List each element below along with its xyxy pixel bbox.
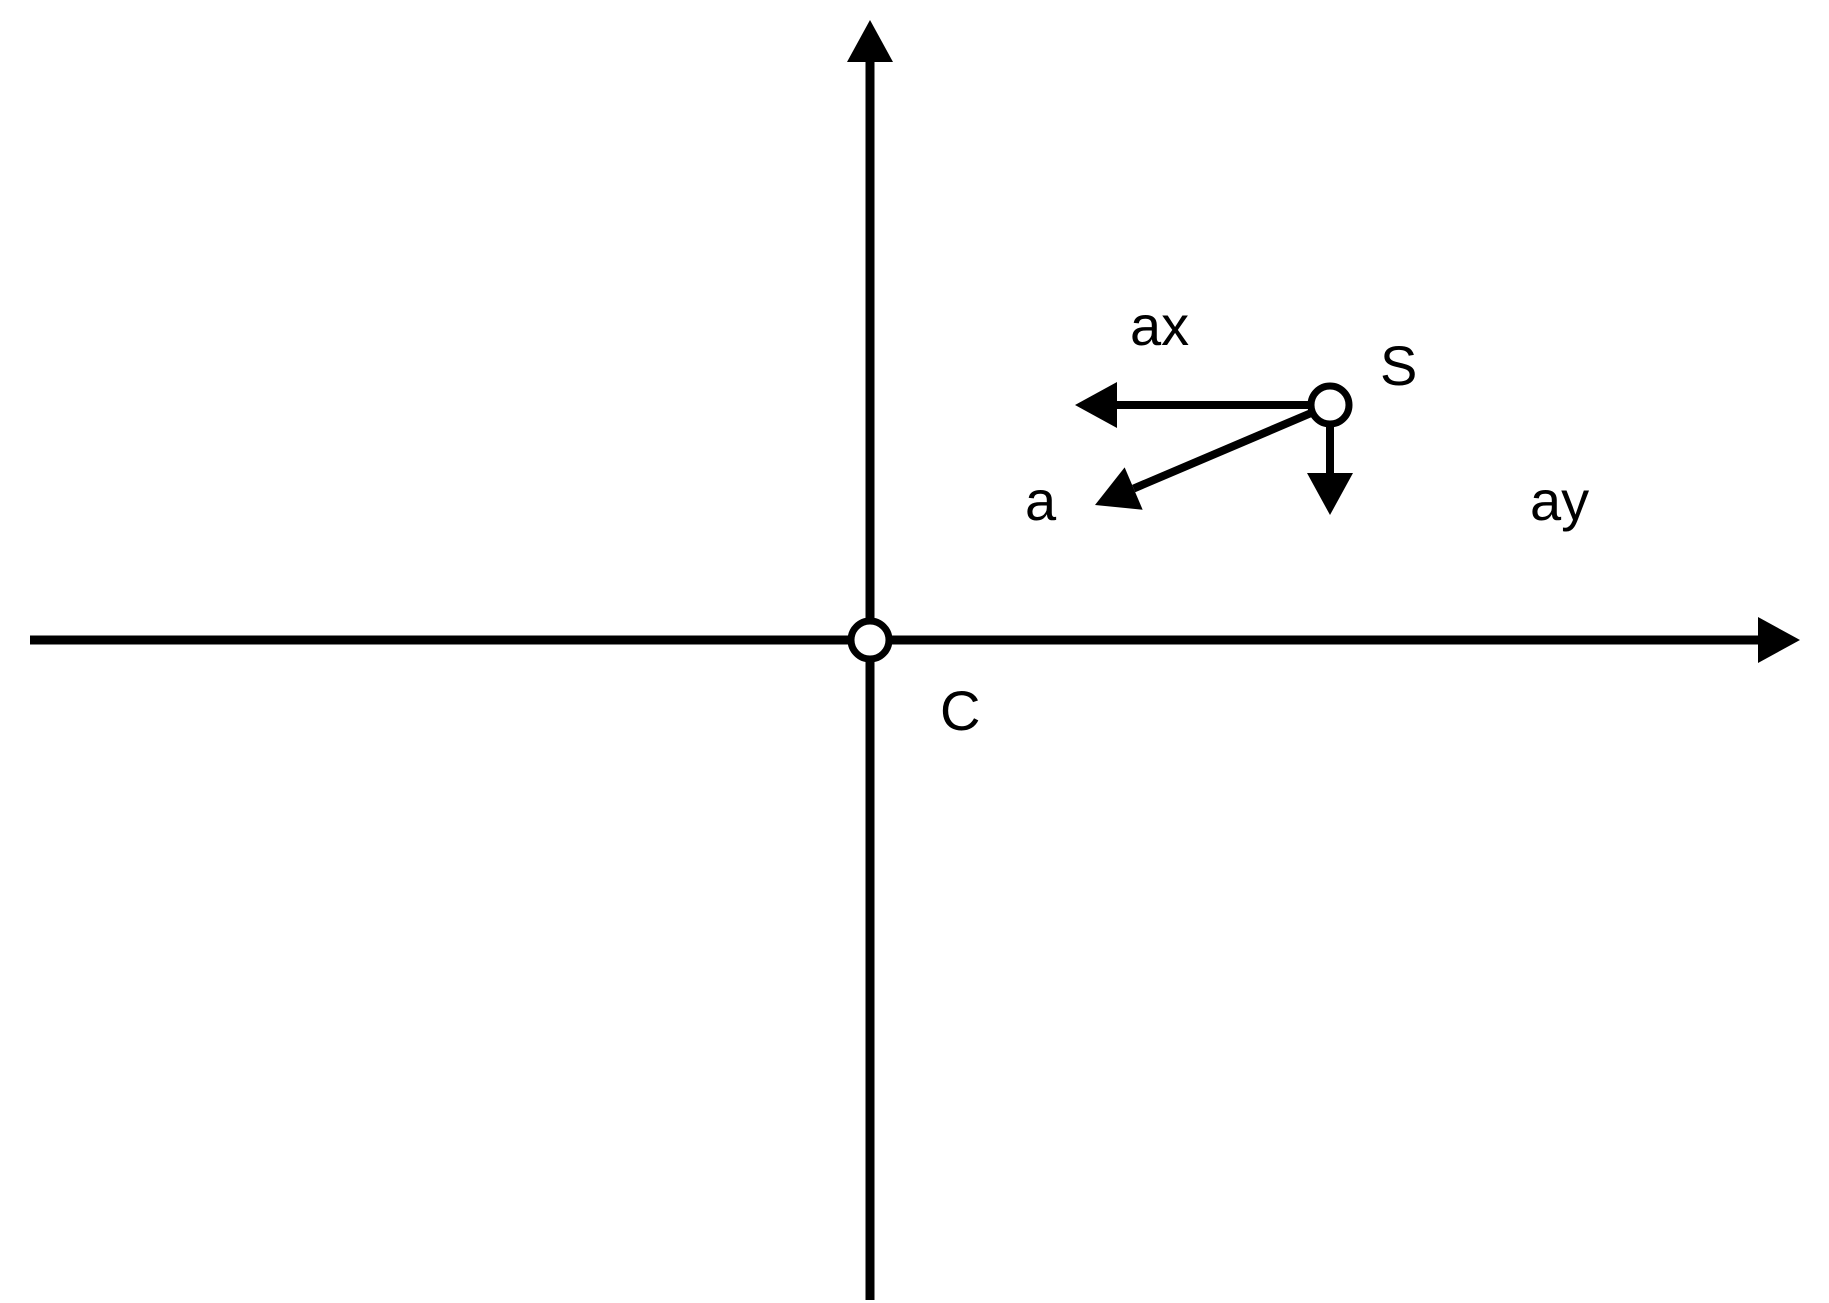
y-axis-positive-arrowhead [847,20,893,62]
vector-ax-arrowhead [1075,382,1117,428]
label-ax: ax [1130,294,1189,357]
point-c [851,621,889,659]
vector-a [1095,405,1330,510]
point-s [1311,386,1349,424]
vector-ay-arrowhead [1307,473,1353,515]
x-axis-positive [870,617,1800,663]
label-s: S [1380,334,1417,397]
label-ay: ay [1530,469,1589,532]
label-c: C [940,679,980,742]
label-a: a [1025,469,1057,532]
vector-a-shaft [1134,405,1330,489]
x-axis-positive-arrowhead [1758,617,1800,663]
y-axis-positive [847,20,893,640]
